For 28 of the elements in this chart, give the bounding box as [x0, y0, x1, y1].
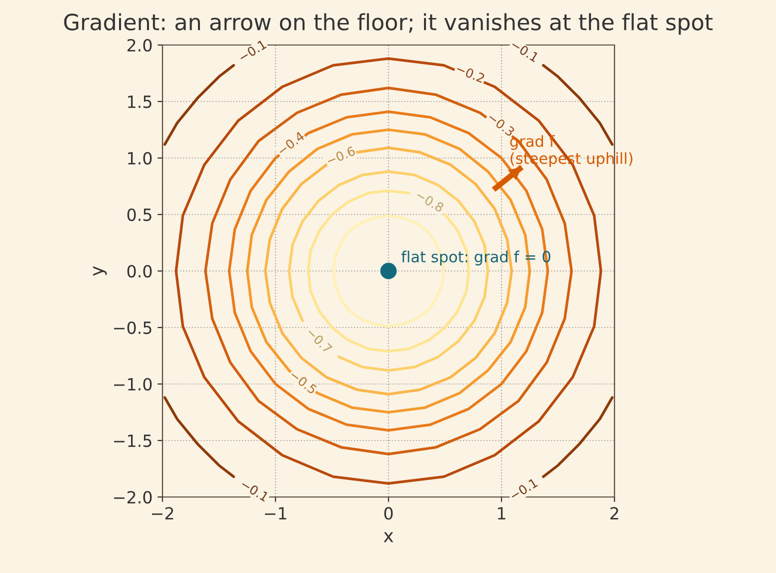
annotation: −0.6 — [326, 146, 356, 166]
y-tick-label: 0.0 — [127, 264, 152, 278]
annotation: −0.1 — [509, 478, 538, 501]
y-tick-label: 1.0 — [128, 152, 152, 165]
chart-title: Gradient: an arrow on the floor; it vanishes at the flat spot — [64, 13, 713, 35]
annotation: −0.3 — [487, 112, 516, 137]
y-tick-label: −2.0 — [114, 490, 152, 504]
x-tick-label: 0 — [384, 507, 393, 520]
y-tick-label: −1.0 — [114, 378, 152, 391]
annotation: −0.5 — [289, 370, 318, 394]
annotation: −0.2 — [456, 64, 485, 84]
y-tick-label: −1.5 — [114, 434, 152, 448]
y-tick-label: 0.5 — [127, 208, 152, 222]
x-tick-label: 1 — [498, 507, 506, 520]
x-tick-label: −2 — [152, 507, 174, 520]
annotation: −0.4 — [276, 131, 306, 156]
annotation: −0.8 — [415, 190, 444, 212]
annotation: −0.1 — [238, 39, 267, 62]
y-tick-label: 1.5 — [128, 96, 152, 108]
y-axis-title: y — [93, 266, 107, 276]
annotation: −0.7 — [306, 327, 333, 354]
y-tick-label: 2.0 — [127, 38, 152, 52]
annotation: −0.1 — [510, 40, 540, 62]
x-tick-label: 2 — [610, 507, 618, 520]
annotation: −0.1 — [240, 479, 270, 502]
x-axis-title: x — [384, 532, 394, 542]
y-tick-label: −0.5 — [114, 321, 152, 334]
x-tick-label: −1 — [264, 507, 286, 520]
